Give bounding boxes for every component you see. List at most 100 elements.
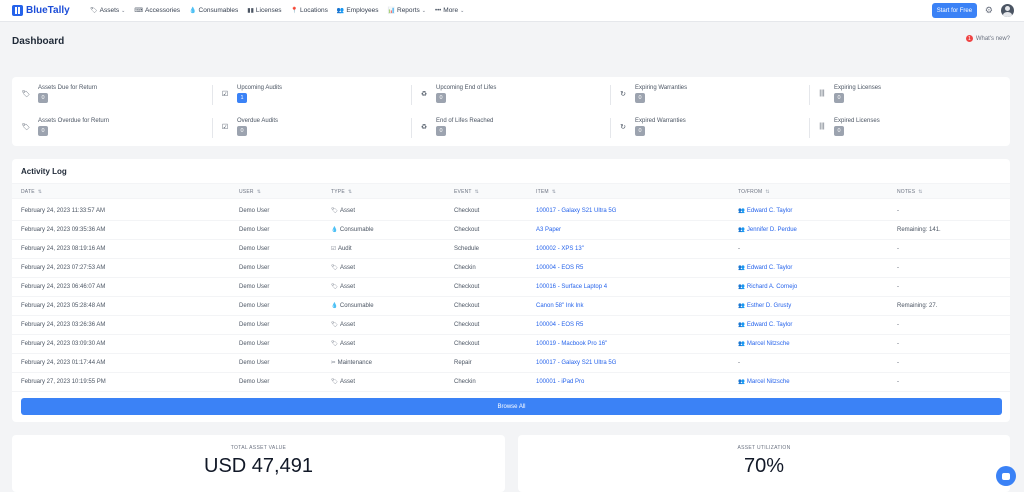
cell-item[interactable]: 100001 - iPad Pro bbox=[536, 379, 584, 385]
cell-to[interactable]: 👥 Esther D. Grusty bbox=[738, 303, 791, 309]
nav-item-label: Consumables bbox=[198, 7, 239, 14]
cell-item[interactable]: 100017 - Galaxy S21 Ultra 5G bbox=[536, 360, 616, 366]
stat-label: Upcoming End of Lifes bbox=[436, 85, 497, 91]
cell-text: Asset bbox=[339, 379, 355, 385]
cell-to[interactable]: 👥 Jennifer D. Perdue bbox=[738, 227, 797, 233]
refresh-icon: ↻ bbox=[620, 91, 626, 98]
cell-user: Demo User bbox=[239, 265, 269, 271]
cell-to[interactable]: 👥 Marcel Nitzsche bbox=[738, 341, 790, 347]
cell-to[interactable]: 👥 Richard A. Cornejo bbox=[738, 284, 797, 290]
column-header-date[interactable]: DATE ⇅ bbox=[21, 189, 42, 195]
cell-item[interactable]: 100017 - Galaxy S21 Ultra 5G bbox=[536, 208, 616, 214]
nav-item-assets[interactable]: 🏷 Assets ⌄ bbox=[90, 7, 125, 14]
nav-item-reports[interactable]: 📊 Reports ⌄ bbox=[388, 7, 426, 14]
cell-date: February 24, 2023 03:26:36 AM bbox=[21, 322, 105, 328]
column-header-user[interactable]: USER ⇅ bbox=[239, 189, 261, 195]
divider bbox=[610, 118, 611, 138]
cell-text: Checkout bbox=[454, 227, 480, 233]
stat-label: Overdue Audits bbox=[237, 118, 279, 124]
stat-overdue-audits[interactable]: ☑ Overdue Audits 0 bbox=[220, 118, 410, 142]
stat-upcoming-audits[interactable]: ☑ Upcoming Audits 1 bbox=[220, 85, 410, 109]
nav-item-employees[interactable]: 👥 Employees bbox=[337, 7, 379, 14]
users-icon: 👥 bbox=[738, 322, 745, 328]
stat-expiring-licenses[interactable]: ||| Expiring Licenses 0 bbox=[817, 85, 1007, 109]
cell-text: - bbox=[738, 246, 740, 252]
cell-text: Checkout bbox=[454, 303, 480, 309]
cell-user: Demo User bbox=[239, 208, 269, 214]
top-navbar: BlueTally 🏷 Assets ⌄ ⌨ Accessories 💧 Consumabl… bbox=[0, 0, 1024, 22]
cell-text: February 24, 2023 07:27:53 AM bbox=[21, 265, 106, 271]
stat-expiring-warranties[interactable]: ↻ Expiring Warranties 0 bbox=[618, 85, 808, 109]
cell-text: Demo User bbox=[239, 246, 270, 252]
drop-icon: 💧 bbox=[189, 8, 197, 14]
cell-to[interactable]: 👥 Edward C. Taylor bbox=[738, 208, 792, 214]
settings-gear-icon[interactable]: ⚙ bbox=[984, 5, 993, 15]
barcode-icon: ||| bbox=[819, 123, 825, 130]
stat-upcoming-end-of-lifes[interactable]: ♻ Upcoming End of Lifes 0 bbox=[419, 85, 609, 109]
column-header-label: ITEM bbox=[536, 189, 549, 195]
divider bbox=[809, 118, 810, 138]
nav-item-locations[interactable]: 📍 Locations bbox=[291, 7, 328, 14]
user-avatar[interactable] bbox=[1001, 4, 1014, 17]
users-icon: 👥 bbox=[738, 227, 745, 233]
cell-item[interactable]: Canon 58" Ink Ink bbox=[536, 303, 584, 309]
stat-label: Expiring Warranties bbox=[635, 85, 688, 91]
users-icon: 👥 bbox=[738, 303, 745, 309]
divider bbox=[411, 118, 412, 138]
column-header-item[interactable]: ITEM ⇅ bbox=[536, 189, 556, 195]
cell-text: A3 Paper bbox=[536, 227, 562, 233]
cell-user: Demo User bbox=[239, 246, 269, 252]
cell-text: - bbox=[897, 379, 899, 385]
cell-item[interactable]: A3 Paper bbox=[536, 227, 561, 233]
brand-logo[interactable]: BlueTally bbox=[12, 5, 82, 16]
column-header-to-from[interactable]: TO/FROM ⇅ bbox=[738, 189, 770, 195]
cell-text: Richard A. Cornejo bbox=[746, 284, 798, 290]
cell-text: Checkout bbox=[454, 341, 480, 347]
recycle-icon: ♻ bbox=[420, 91, 428, 98]
users-icon: 👥 bbox=[738, 341, 745, 347]
type-icon: 🏷 bbox=[331, 284, 338, 290]
keyboard-icon: ⌨ bbox=[134, 8, 144, 14]
cell-item[interactable]: 100004 - EOS R5 bbox=[536, 322, 583, 328]
cell-to[interactable]: 👥 Edward C. Taylor bbox=[738, 322, 792, 328]
column-header-event[interactable]: EVENT ⇅ bbox=[454, 189, 479, 195]
sort-icon: ⇅ bbox=[37, 189, 43, 195]
stat-assets-overdue-for-return[interactable]: 🏷 Assets Overdue for Return 0 bbox=[21, 118, 211, 142]
cell-item[interactable]: 100002 - XPS 13" bbox=[536, 246, 584, 252]
cell-notes: Remaining: 141. bbox=[897, 227, 941, 233]
total-asset-value-label: TOTAL ASSET VALUE bbox=[230, 445, 287, 451]
browse-all-button[interactable]: Browse All bbox=[21, 398, 1002, 415]
nav-item-consumables[interactable]: 💧 Consumables bbox=[189, 7, 238, 14]
cell-item[interactable]: 100004 - EOS R5 bbox=[536, 265, 583, 271]
cell-item[interactable]: 100016 - Surface Laptop 4 bbox=[536, 284, 607, 290]
cell-item[interactable]: 100019 - Macbook Pro 16" bbox=[536, 341, 607, 347]
stat-end-of-lifes-reached[interactable]: ♻ End of Lifes Reached 0 bbox=[419, 118, 609, 142]
notification-badge: 1 bbox=[965, 35, 973, 42]
nav-item-more[interactable]: ••• More ⌄ bbox=[435, 7, 464, 14]
checkbox-icon: ☑ bbox=[221, 91, 229, 98]
stat-count-badge: 0 bbox=[436, 126, 446, 136]
table-row: February 24, 2023 01:17:44 AM Demo User ✂ M… bbox=[12, 354, 1010, 373]
nav-item-accessories[interactable]: ⌨ Accessories bbox=[134, 7, 180, 14]
sort-icon: ⇅ bbox=[347, 189, 353, 195]
type-icon: 🏷 bbox=[331, 322, 338, 328]
nav-item-licenses[interactable]: ▮▮ Licenses bbox=[247, 7, 281, 14]
cell-event: Checkout bbox=[454, 341, 479, 347]
stat-assets-due-for-return[interactable]: 🏷 Assets Due for Return 0 bbox=[21, 85, 211, 109]
column-header-notes[interactable]: NOTES ⇅ bbox=[897, 189, 923, 195]
column-header-type[interactable]: TYPE ⇅ bbox=[331, 189, 352, 195]
barcode-icon: ▮▮ bbox=[247, 8, 254, 14]
cell-event: Checkout bbox=[454, 227, 479, 233]
table-row: February 24, 2023 03:09:30 AM Demo User 🏷 A… bbox=[12, 335, 1010, 354]
cell-text: 100004 - EOS R5 bbox=[536, 265, 584, 271]
chat-widget-button[interactable] bbox=[996, 466, 1016, 486]
cell-to[interactable]: 👥 Marcel Nitzsche bbox=[738, 379, 790, 385]
whats-new-link[interactable]: 1 What's new? bbox=[965, 35, 1010, 42]
cell-text: - bbox=[897, 208, 899, 214]
start-for-free-button[interactable]: Start for Free bbox=[931, 3, 977, 18]
cell-to[interactable]: 👥 Edward C. Taylor bbox=[738, 265, 792, 271]
cell-text: Canon 58" Ink Ink bbox=[536, 303, 584, 309]
stat-expired-warranties[interactable]: ↻ Expired Warranties 0 bbox=[618, 118, 808, 142]
stat-expired-licenses[interactable]: ||| Expired Licenses 0 bbox=[817, 118, 1007, 142]
cell-notes: - bbox=[897, 284, 899, 290]
